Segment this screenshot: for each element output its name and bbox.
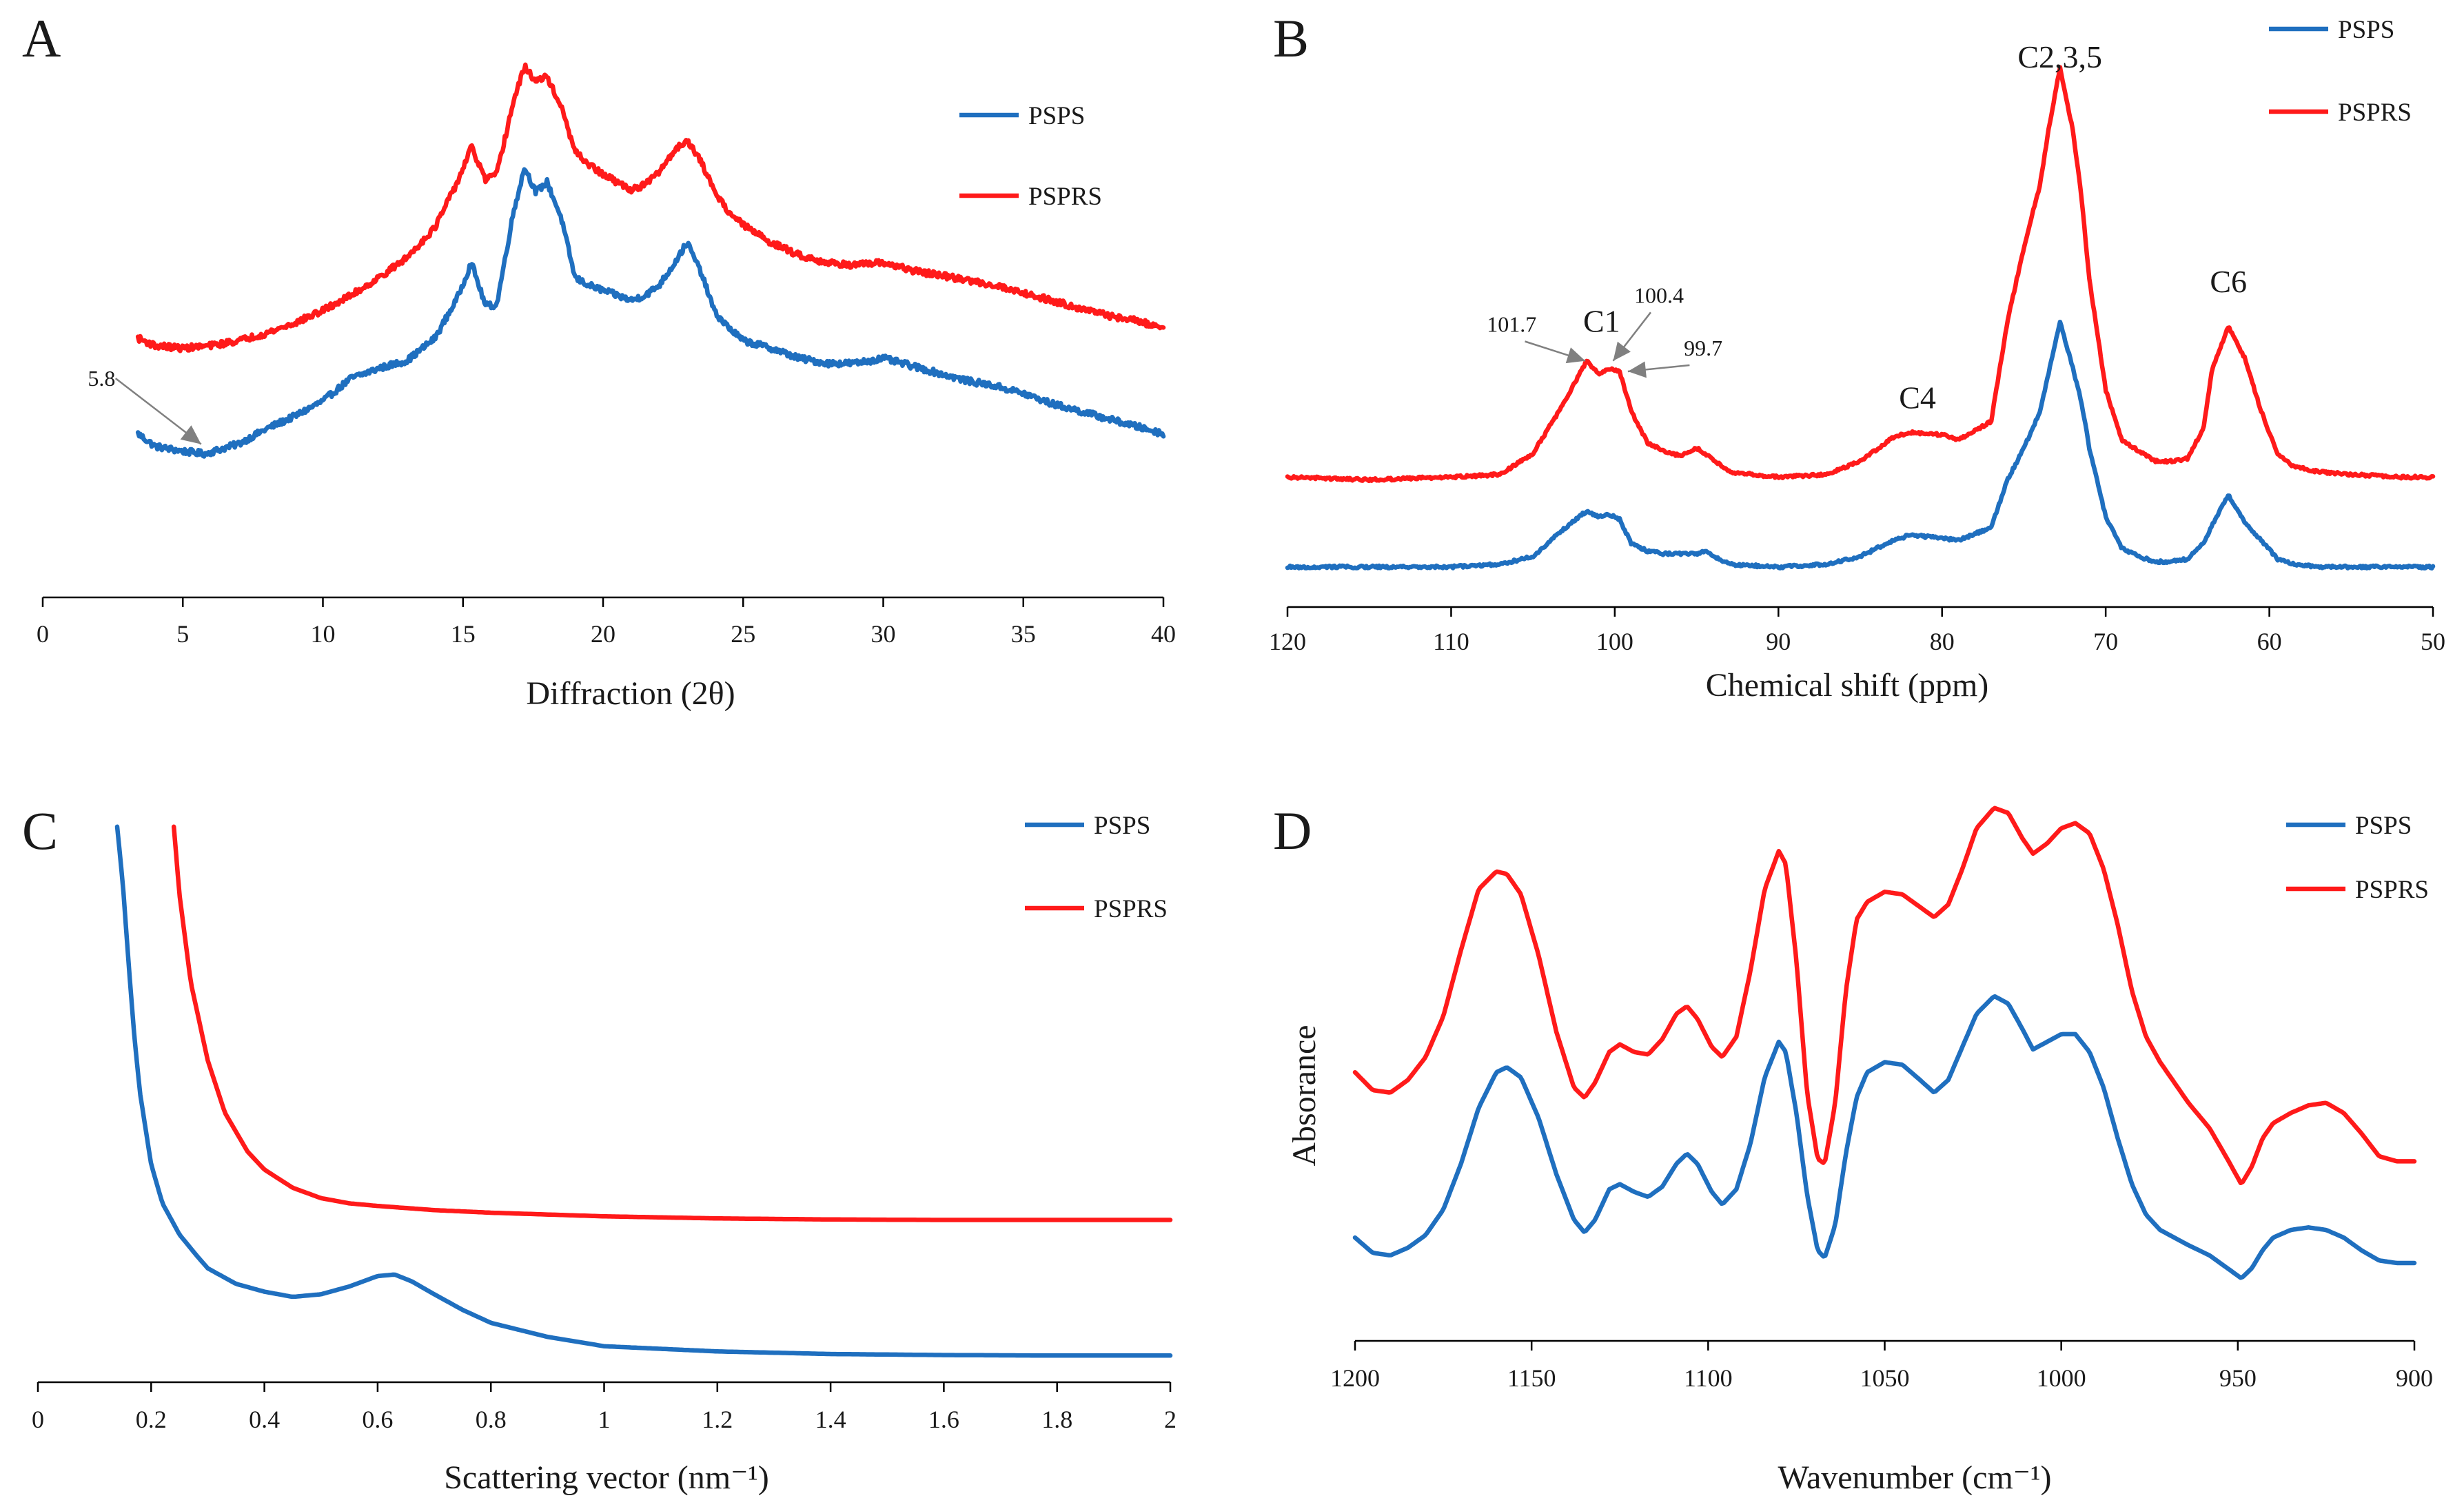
x-tick-label-b: 110 [1433,628,1469,655]
x-tick-label-c: 0.6 [362,1406,393,1433]
panel-d: D Wavenumber (cm⁻¹) Absorance PSPS PSPRS… [1273,801,2433,1496]
peak-arrowhead-b [1565,347,1586,364]
x-tick-label-a: 30 [871,620,896,648]
x-tick-label-d: 1150 [1507,1364,1556,1392]
x-tick-label-b: 120 [1269,628,1306,655]
panel-letter-a: A [22,8,61,68]
x-tick-label-c: 1 [598,1406,611,1433]
x-tick-label-c: 0.8 [476,1406,507,1433]
series-line-psprs-b [1285,65,2436,484]
peak-label-b: C4 [1899,380,1936,415]
x-axis-title-c: Scattering vector (nm⁻¹) [444,1459,769,1496]
panel-a: A Diffraction (2θ) PSPS PSPRS 0 5 10 15 20 25… [22,8,1176,712]
x-tick-label-a: 15 [451,620,476,648]
x-tick-label-b: 70 [2093,628,2118,655]
peak-arrowhead-b [1613,341,1631,361]
peak-label-b: C1 [1583,304,1620,339]
x-tick-label-b: 80 [1930,628,1955,655]
legend-label-psps-d: PSPS [2355,812,2412,840]
x-tick-label-c: 1.4 [815,1406,846,1433]
legend-d: PSPS PSPRS [2286,812,2429,904]
x-tick-label-a: 0 [37,620,49,648]
panel-c: C Scattering vector (nm⁻¹) PSPS PSPRS 0 0… [22,801,1177,1496]
series-line-psprs-a [135,62,1166,353]
legend-label-psprs-b: PSPRS [2338,99,2412,127]
x-tick-label-c: 0 [32,1406,44,1433]
x-tick-label-c: 1.8 [1041,1406,1072,1433]
x-tick-label-a: 5 [176,620,189,648]
series-line-psps-b [1285,319,2436,571]
annotation-arrowhead-a [180,425,201,444]
y-axis-title-d: Absorance [1286,1025,1323,1166]
x-tick-label-b: 100 [1596,628,1633,655]
legend-label-psprs-d: PSPRS [2355,876,2429,904]
x-tick-label-b: 50 [2421,628,2445,655]
peak-label-b: 99.7 [1684,336,1722,360]
x-tick-label-a: 10 [311,620,336,648]
annotation-label-a: 5.8 [88,366,115,391]
x-tick-label-a: 20 [591,620,615,648]
legend-label-psps-c: PSPS [1094,812,1150,840]
x-tick-label-b: 60 [2257,628,2282,655]
panel-letter-c: C [22,801,58,861]
legend-label-psprs-a: PSPRS [1028,183,1102,211]
legend-b: PSPS PSPRS [2269,16,2412,127]
legend-c: PSPS PSPRS [1025,812,1168,923]
x-tick-label-a: 35 [1011,620,1036,648]
panel-b: B Chemical shift (ppm) PSPS PSPRS 120 110… [1269,8,2445,704]
x-tick-label-d: 1100 [1684,1364,1733,1392]
panel-letter-d: D [1273,801,1312,861]
x-tick-label-a: 40 [1151,620,1176,648]
x-tick-label-d: 950 [2219,1364,2257,1392]
x-axis-title-b: Chemical shift (ppm) [1706,667,1989,704]
series-line-psps-a [135,167,1166,459]
x-tick-label-c: 2 [1164,1406,1177,1433]
series-line-psps-d [1352,994,2417,1280]
x-tick-label-c: 1.2 [702,1406,733,1433]
legend-label-psps-a: PSPS [1028,102,1085,130]
x-tick-label-a: 25 [731,620,755,648]
x-tick-label-d: 1050 [1860,1364,1910,1392]
legend-label-psprs-c: PSPRS [1094,895,1168,923]
panel-letter-b: B [1273,8,1309,68]
x-tick-label-d: 900 [2396,1364,2433,1392]
x-tick-label-b: 90 [1766,628,1791,655]
peak-label-b: 100.4 [1634,283,1684,307]
x-tick-label-d: 1200 [1330,1364,1380,1392]
x-tick-label-d: 1000 [2037,1364,2086,1392]
series-line-psprs-d [1352,805,2417,1186]
series-line-psprs-c [171,824,1173,1222]
x-tick-label-c: 1.6 [928,1406,959,1433]
x-axis-title-a: Diffraction (2θ) [526,675,735,712]
x-tick-label-c: 0.2 [136,1406,167,1433]
series-line-psps-c [114,824,1173,1358]
peak-label-b: C2,3,5 [2017,39,2102,74]
peak-arrowhead-b [1627,361,1647,378]
legend-label-psps-b: PSPS [2338,16,2394,44]
legend-a: PSPS PSPRS [959,102,1102,211]
peak-label-b: 101.7 [1487,312,1536,337]
x-axis-title-d: Wavenumber (cm⁻¹) [1778,1459,2051,1496]
x-tick-label-c: 0.4 [249,1406,280,1433]
peak-label-b: C6 [2210,264,2247,299]
